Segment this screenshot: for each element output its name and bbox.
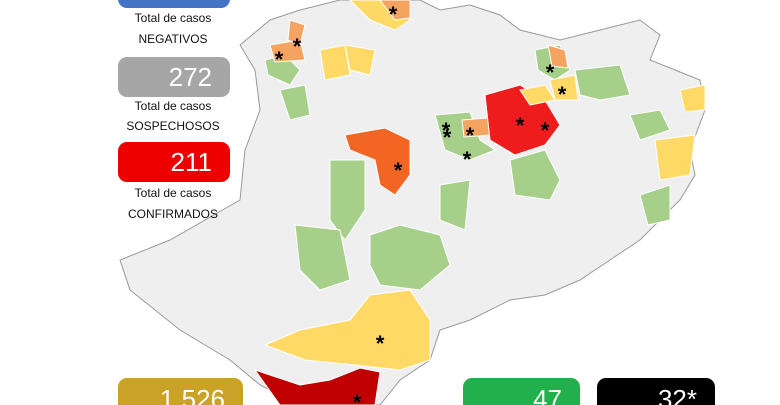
caption: SOSPECHOSOS xyxy=(126,119,220,133)
marker: * xyxy=(389,2,398,27)
marker: * xyxy=(463,147,472,172)
caption: CONFIRMADOS xyxy=(128,207,218,221)
marker: * xyxy=(541,118,550,143)
caption: Total de casos xyxy=(134,11,212,25)
recovered-badge: 1,526 xyxy=(118,378,243,405)
marker: * xyxy=(442,118,451,143)
value: 1,526 xyxy=(159,384,225,405)
value: 272 xyxy=(168,61,212,92)
marker: * xyxy=(275,47,284,72)
confirmed-badge: 211 xyxy=(118,142,230,182)
marker: * xyxy=(558,82,567,107)
regions xyxy=(253,0,706,405)
marker: * xyxy=(394,158,403,183)
marker: * xyxy=(353,390,362,405)
suspects-badge: 272 xyxy=(118,57,230,97)
deaths-badge: 32* xyxy=(597,378,715,405)
marker: * xyxy=(443,125,452,150)
marker: * xyxy=(546,60,555,85)
negatives-badge xyxy=(118,0,230,8)
caption: Total de casos xyxy=(134,99,212,113)
caption: Total de casos xyxy=(134,186,212,200)
markers: ***** ******** * xyxy=(275,2,567,405)
green-badge: 47 xyxy=(463,378,580,405)
state-outline xyxy=(119,0,706,405)
value: 32* xyxy=(657,384,697,405)
marker: * xyxy=(516,113,525,138)
value: 47 xyxy=(533,384,562,405)
marker: * xyxy=(376,331,385,356)
marker: * xyxy=(466,123,475,148)
value: 211 xyxy=(170,146,212,177)
caption: NEGATIVOS xyxy=(138,32,208,46)
marker: * xyxy=(293,34,302,59)
